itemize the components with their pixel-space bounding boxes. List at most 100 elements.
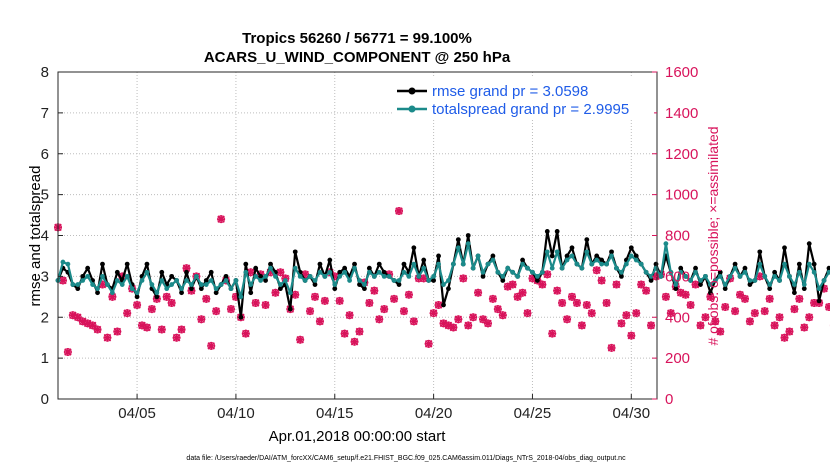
totalspread-point [337, 273, 343, 279]
totalspread-point [287, 290, 293, 296]
rmse-point [465, 233, 471, 238]
obs-assimilated-marker [108, 292, 117, 301]
rmse-point [816, 298, 822, 304]
rmse-point [258, 273, 264, 279]
totalspread-point [604, 261, 609, 267]
rmse-point [707, 290, 713, 296]
obs-assimilated-marker [528, 274, 537, 283]
totalspread-point [609, 253, 614, 259]
obs-assimilated-marker [375, 315, 384, 324]
obs-assimilated-marker [666, 309, 675, 318]
totalspread-point [233, 278, 239, 283]
rmse-point [490, 253, 496, 259]
obs-assimilated-marker [434, 300, 443, 309]
totalspread-point [317, 269, 323, 275]
rmse-point [806, 241, 812, 247]
series-lines [55, 229, 830, 320]
totalspread-point [421, 265, 427, 271]
totalspread-point [179, 286, 184, 292]
totalspread-point [554, 249, 560, 255]
totalspread-point [258, 278, 264, 283]
rmse-point [327, 257, 333, 263]
obs-assimilated-marker [805, 313, 814, 322]
totalspread-point [223, 278, 229, 283]
totalspread-point [441, 282, 446, 287]
totalspread-point [801, 282, 807, 287]
obs-assimilated-marker [736, 290, 745, 299]
totalspread-point [712, 278, 718, 283]
obs-assimilated-marker [207, 341, 216, 350]
y2-tick-label: 1000 [665, 187, 698, 204]
totalspread-point [273, 273, 278, 279]
totalspread-point [139, 278, 145, 283]
obs-assimilated-marker [760, 307, 769, 316]
totalspread-point [386, 273, 392, 279]
totalspread-point [396, 278, 402, 283]
rmse-point [564, 253, 570, 259]
rmse-point [213, 290, 219, 296]
x-tick-label: 04/15 [316, 405, 354, 422]
legend-box [392, 78, 654, 118]
totalspread-point [65, 261, 71, 267]
rmse-point [169, 273, 175, 279]
obs-assimilated-marker [83, 319, 92, 328]
obs-assimilated-marker [607, 343, 616, 352]
rmse-point [811, 261, 817, 267]
rmse-point [678, 265, 684, 271]
totalspread-point [164, 286, 170, 292]
obs-assimilated-marker [454, 315, 463, 324]
obs-assimilated-marker [296, 335, 305, 344]
totalspread-point [693, 269, 698, 275]
totalspread-point [806, 261, 812, 267]
obs-assimilated-marker [172, 333, 181, 342]
totalspread-point [75, 282, 81, 287]
totalspread-point [717, 273, 723, 279]
totalspread-point [698, 278, 703, 283]
rmse-point [75, 286, 81, 292]
obs-assimilated-marker [770, 321, 779, 330]
totalspread-point [169, 282, 175, 287]
obs-assimilated-marker [785, 327, 794, 336]
obs-assimilated-marker [93, 325, 102, 334]
grid [58, 72, 657, 399]
obs-assimilated-marker [429, 309, 438, 318]
totalspread-point [767, 282, 773, 287]
y2-axis-label: # of obs: o=possible; ×=assimilated [705, 126, 721, 345]
rmse-point [782, 245, 787, 251]
rmse-point [569, 245, 575, 251]
obs-assimilated-marker [647, 321, 656, 330]
y2-tick-label: 400 [665, 309, 690, 326]
obs-assimilated-marker [113, 327, 122, 336]
y-tick-label: 7 [41, 105, 49, 122]
totalspread-point [70, 282, 76, 287]
obs-assimilated-marker [775, 313, 784, 322]
totalspread-point [213, 286, 219, 292]
totalspread-point [515, 273, 521, 279]
obs-assimilated-marker [345, 311, 354, 320]
totalspread-point [663, 241, 669, 247]
rmse-point [826, 265, 830, 271]
obs-assimilated-marker [488, 294, 497, 303]
totalspread-point [510, 269, 516, 275]
obs-assimilated-marker [231, 292, 240, 301]
totalspread-point [470, 265, 476, 271]
obs-assimilated-marker [390, 294, 399, 303]
totalspread-point [653, 265, 659, 271]
rmse-point [124, 261, 130, 267]
rmse-point [396, 282, 402, 287]
obs-assimilated-marker [301, 270, 310, 279]
y2-tick-label: 1400 [665, 105, 698, 122]
totalspread-point [525, 265, 530, 271]
rmse-point [154, 294, 160, 300]
rmse-point [619, 273, 624, 279]
obs-assimilated-marker [88, 321, 97, 330]
rmse-point [179, 290, 184, 296]
obs-assimilated-marker [582, 300, 591, 309]
totalspread-point [747, 278, 753, 283]
rmse-point [203, 278, 209, 283]
totalspread-point [495, 269, 501, 275]
totalspread-point [628, 253, 634, 259]
rmse-point [520, 257, 525, 263]
rmse-point [278, 286, 283, 292]
totalspread-point [114, 278, 120, 283]
